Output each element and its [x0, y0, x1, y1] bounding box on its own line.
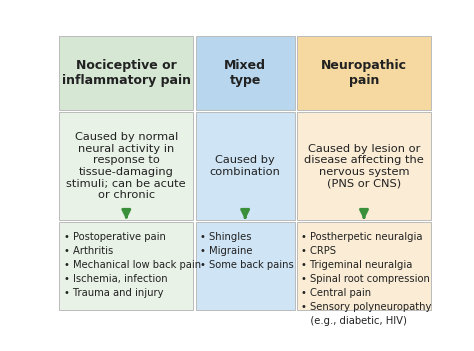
- Text: Caused by normal
neural activity in
response to
tissue-damaging
stimuli; can be : Caused by normal neural activity in resp…: [66, 132, 186, 200]
- Text: • Postoperative pain
• Arthritis
• Mechanical low back pain
• Ischemia, infectio: • Postoperative pain • Arthritis • Mecha…: [64, 232, 201, 298]
- FancyBboxPatch shape: [59, 36, 193, 111]
- Text: Caused by lesion or
disease affecting the
nervous system
(PNS or CNS): Caused by lesion or disease affecting th…: [304, 144, 424, 188]
- FancyBboxPatch shape: [196, 36, 295, 111]
- Text: Nociceptive or
inflammatory pain: Nociceptive or inflammatory pain: [62, 59, 191, 87]
- FancyBboxPatch shape: [297, 112, 431, 220]
- Text: Mixed
type: Mixed type: [224, 59, 266, 87]
- FancyBboxPatch shape: [297, 222, 431, 310]
- Text: Caused by
combination: Caused by combination: [210, 155, 281, 177]
- FancyBboxPatch shape: [196, 222, 295, 310]
- FancyBboxPatch shape: [196, 112, 295, 220]
- Text: • Postherpetic neuralgia
• CRPS
• Trigeminal neuralgia
• Spinal root compression: • Postherpetic neuralgia • CRPS • Trigem…: [301, 232, 432, 326]
- FancyBboxPatch shape: [297, 36, 431, 111]
- Text: Neuropathic
pain: Neuropathic pain: [321, 59, 407, 87]
- FancyBboxPatch shape: [59, 112, 193, 220]
- Text: • Shingles
• Migraine
• Some back pains: • Shingles • Migraine • Some back pains: [200, 232, 294, 270]
- FancyBboxPatch shape: [59, 222, 193, 310]
